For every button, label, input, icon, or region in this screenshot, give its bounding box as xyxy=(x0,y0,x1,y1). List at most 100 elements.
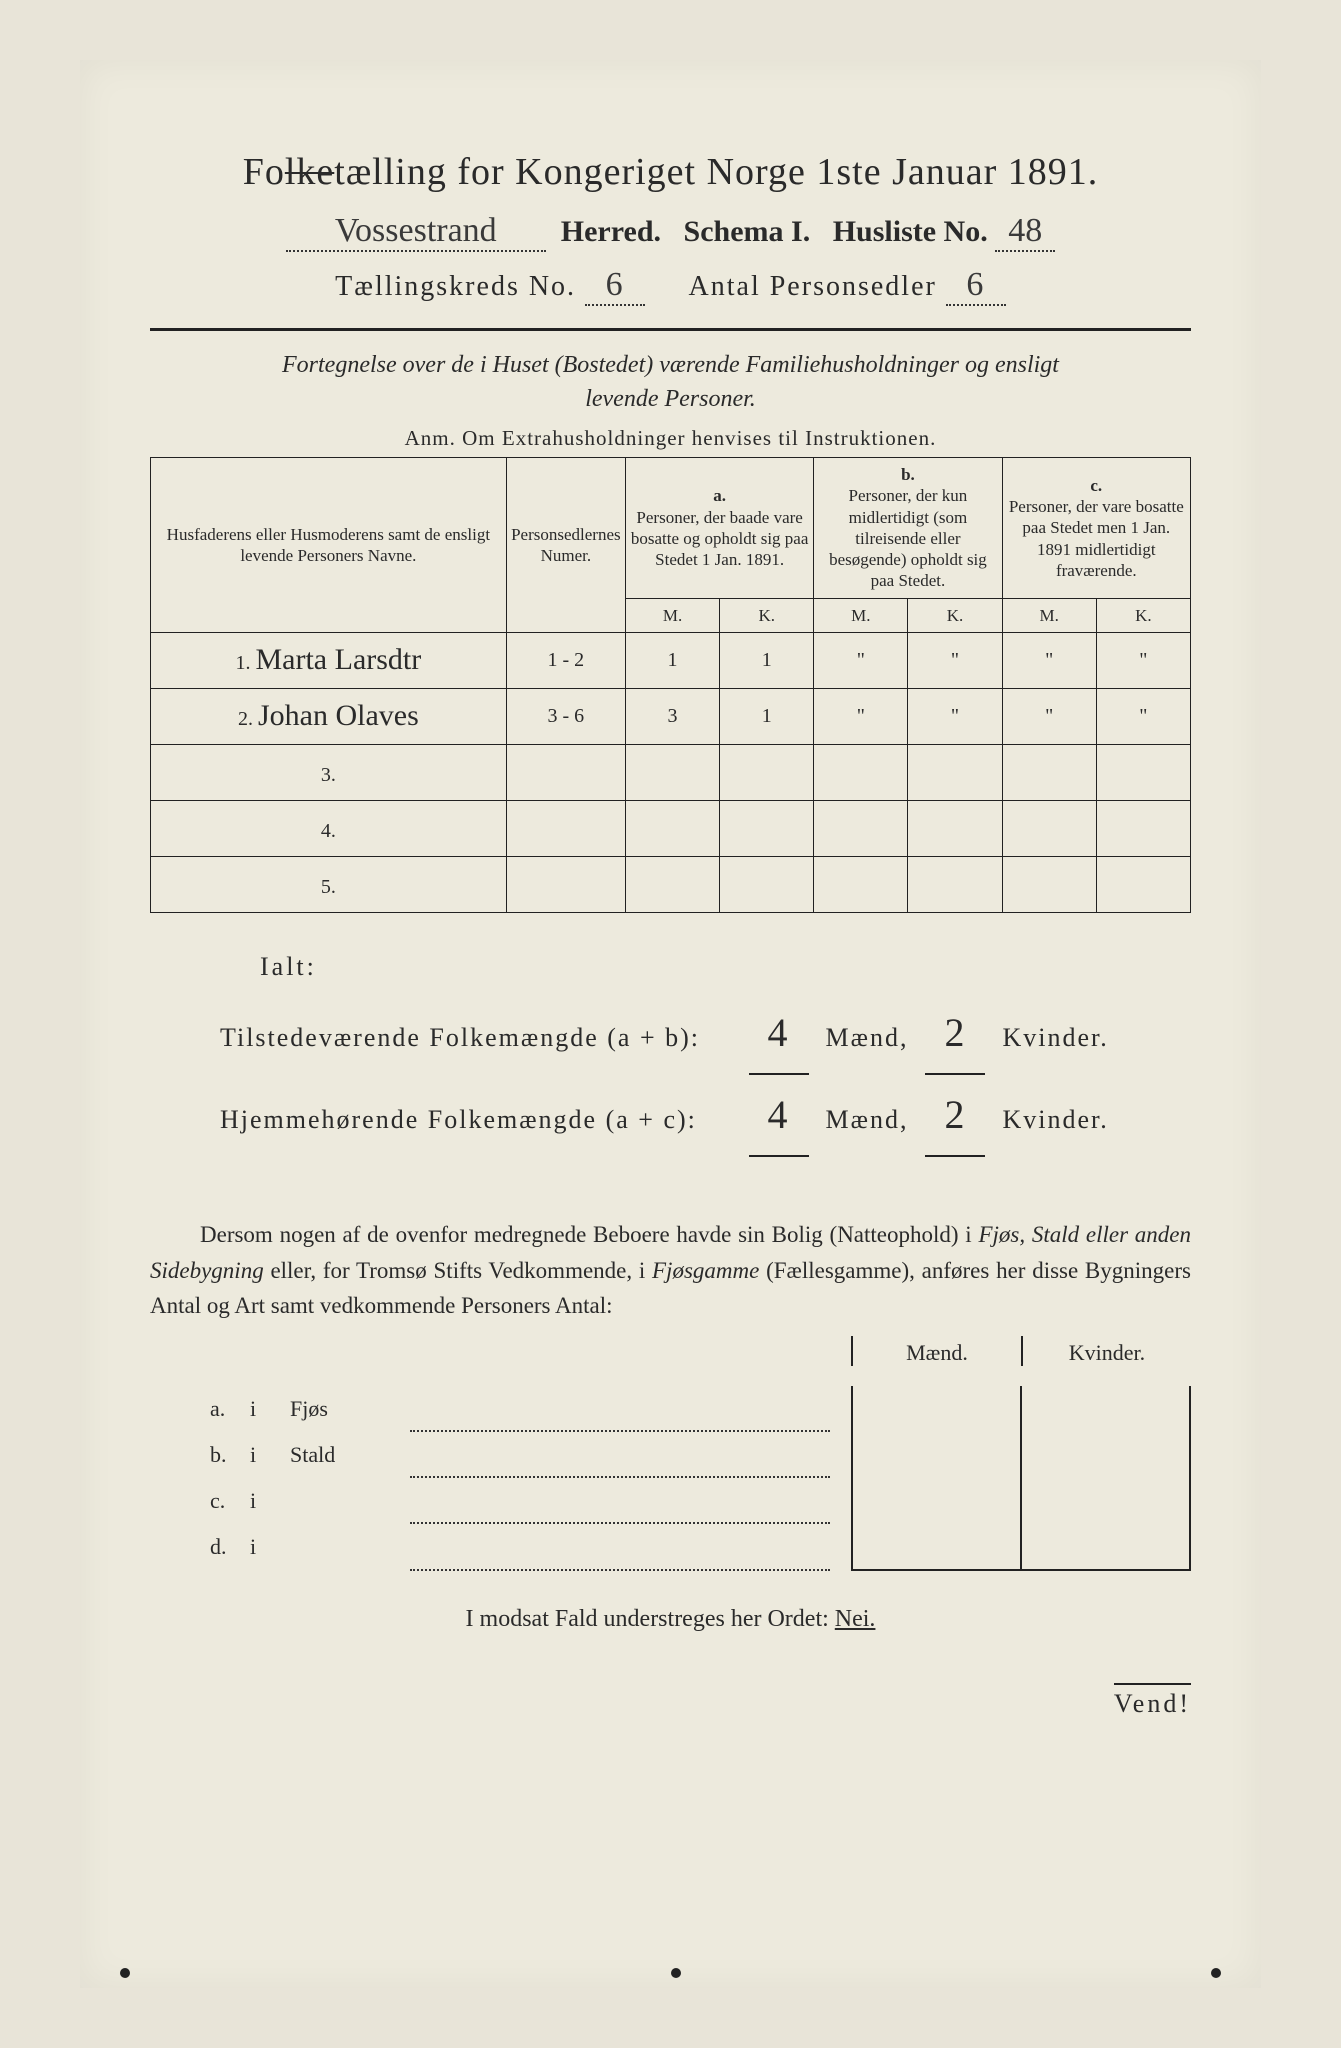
th-c-text: Personer, der vare bosatte paa Stedet me… xyxy=(1009,497,1184,580)
nei-line: I modsat Fald understreges her Ordet: Ne… xyxy=(150,1606,1191,1633)
divider xyxy=(150,328,1191,331)
totals-1-m: 4 xyxy=(749,993,809,1075)
herred-value: Vossestrand xyxy=(286,212,546,252)
row-bk xyxy=(908,856,1002,912)
th-b-text: Personer, der kun midlertidigt (som tilr… xyxy=(829,486,987,590)
buildings-block: a.iFjøsb.iStaldc.id.i xyxy=(150,1386,1191,1571)
th-a-top: a. xyxy=(713,486,726,505)
row-bk: " xyxy=(908,632,1002,688)
th-a-text: Personer, der baade vare bosatte og opho… xyxy=(631,508,809,570)
row-bk xyxy=(908,744,1002,800)
table-row: 3. xyxy=(151,744,1191,800)
row-ck xyxy=(1096,800,1190,856)
row-name-cell: 3. xyxy=(151,744,507,800)
vend-label: Vend! xyxy=(1114,1683,1191,1719)
para-it2: Fjøsgamme xyxy=(652,1258,759,1283)
maend-label-2: Mænd, xyxy=(826,1105,909,1134)
row-bm: " xyxy=(814,688,908,744)
title-strike: lke xyxy=(285,151,334,193)
husliste-no: 48 xyxy=(995,212,1055,252)
building-header-row: Mænd. Kvinder. xyxy=(150,1336,1191,1366)
th-b-top: b. xyxy=(901,465,915,484)
table-row: 5. xyxy=(151,856,1191,912)
para-t2: eller, for Tromsø Stifts Vedkommende, i xyxy=(264,1258,652,1283)
th-names: Husfaderens eller Husmoderens samt de en… xyxy=(151,458,507,633)
subtitle: Fortegnelse over de i Huset (Bostedet) v… xyxy=(150,349,1191,416)
title-prefix: Fo xyxy=(243,151,285,193)
buildings-list: a.iFjøsb.iStaldc.id.i xyxy=(150,1386,851,1571)
header-line-2: Vossestrand Herred. Schema I. Husliste N… xyxy=(150,212,1191,252)
row-ck xyxy=(1096,744,1190,800)
totals-2-m: 4 xyxy=(749,1075,809,1157)
th-group-c: c. Personer, der vare bosatte paa Stedet… xyxy=(1002,458,1190,599)
building-row: a.iFjøs xyxy=(210,1386,851,1432)
th-c-top: c. xyxy=(1090,476,1102,495)
row-num xyxy=(506,744,625,800)
kvinder-label-1: Kvinder. xyxy=(1002,1023,1108,1052)
row-ak xyxy=(720,744,814,800)
row-name-cell: 4. xyxy=(151,800,507,856)
census-form-page: Folketælling for Kongeriget Norge 1ste J… xyxy=(80,60,1261,1988)
buildings-counts xyxy=(851,1386,1191,1571)
buildings-k-col xyxy=(1022,1386,1189,1569)
totals-1-label: Tilstedeværende Folkemængde (a + b): xyxy=(220,1012,740,1064)
kreds-no: 6 xyxy=(585,266,645,306)
ink-dot xyxy=(671,1968,681,1978)
row-ak xyxy=(720,800,814,856)
th-group-a: a. Personer, der baade vare bosatte og o… xyxy=(625,458,813,599)
row-bm xyxy=(814,856,908,912)
row-num: 3 - 6 xyxy=(506,688,625,744)
row-bm xyxy=(814,800,908,856)
herred-label: Herred. xyxy=(561,215,661,248)
ink-dot xyxy=(120,1968,130,1978)
row-ck: " xyxy=(1096,688,1190,744)
ialt-label: Ialt: xyxy=(220,941,1191,993)
bh-kvinder: Kvinder. xyxy=(1023,1336,1191,1366)
th-numbers: Personsedlernes Numer. xyxy=(506,458,625,633)
th-ak: K. xyxy=(720,598,814,632)
th-am: M. xyxy=(625,598,719,632)
antal-no: 6 xyxy=(946,266,1006,306)
maend-label-1: Mænd, xyxy=(826,1023,909,1052)
row-cm xyxy=(1002,856,1096,912)
th-bk: K. xyxy=(908,598,1002,632)
row-ck xyxy=(1096,856,1190,912)
row-num xyxy=(506,800,625,856)
row-am: 1 xyxy=(625,632,719,688)
header-line-3: Tællingskreds No. 6 Antal Personsedler 6 xyxy=(150,266,1191,306)
bh-maend: Mænd. xyxy=(853,1336,1023,1366)
row-bm: " xyxy=(814,632,908,688)
row-ak xyxy=(720,856,814,912)
main-title: Folketælling for Kongeriget Norge 1ste J… xyxy=(150,150,1191,194)
row-am xyxy=(625,800,719,856)
buildings-m-col xyxy=(853,1386,1022,1569)
row-cm: " xyxy=(1002,632,1096,688)
row-cm xyxy=(1002,744,1096,800)
th-group-b: b. Personer, der kun midlertidigt (som t… xyxy=(814,458,1002,599)
totals-line-1: Tilstedeværende Folkemængde (a + b): 4 M… xyxy=(220,993,1191,1075)
row-num: 1 - 2 xyxy=(506,632,625,688)
th-bm: M. xyxy=(814,598,908,632)
row-am xyxy=(625,856,719,912)
totals-2-k: 2 xyxy=(925,1075,985,1157)
row-cm: " xyxy=(1002,688,1096,744)
row-bk xyxy=(908,800,1002,856)
subtitle-line-2: levende Personer. xyxy=(150,383,1191,417)
totals-block: Ialt: Tilstedeværende Folkemængde (a + b… xyxy=(150,941,1191,1157)
building-row: c.i xyxy=(210,1478,851,1524)
table-row: 4. xyxy=(151,800,1191,856)
row-ck: " xyxy=(1096,632,1190,688)
row-am xyxy=(625,744,719,800)
para-t1: Dersom nogen af de ovenfor medregnede Be… xyxy=(200,1222,978,1247)
th-cm: M. xyxy=(1002,598,1096,632)
row-bm xyxy=(814,744,908,800)
persons-table: Husfaderens eller Husmoderens samt de en… xyxy=(150,457,1191,913)
row-ak: 1 xyxy=(720,632,814,688)
anm-note: Anm. Om Extrahusholdninger henvises til … xyxy=(150,426,1191,451)
ink-dot xyxy=(1211,1968,1221,1978)
title-rest: tælling for Kongeriget Norge 1ste Januar… xyxy=(334,151,1098,193)
row-name-cell: 1. Marta Larsdtr xyxy=(151,632,507,688)
subtitle-line-1: Fortegnelse over de i Huset (Bostedet) v… xyxy=(150,349,1191,383)
row-am: 3 xyxy=(625,688,719,744)
kreds-label: Tællingskreds No. xyxy=(335,271,576,302)
